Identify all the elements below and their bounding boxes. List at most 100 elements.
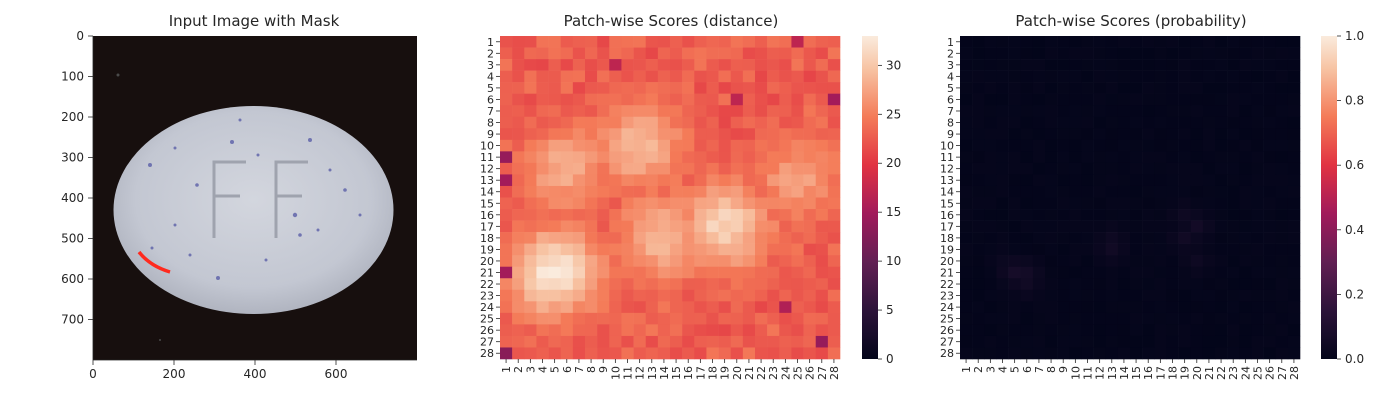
heatmap-cell (657, 185, 671, 198)
heatmap-cell (1215, 312, 1228, 325)
heatmap-cell (585, 209, 598, 221)
heatmap-cell (621, 335, 634, 348)
heatmap-cell (1275, 162, 1289, 175)
heatmap-cell (996, 220, 1009, 233)
heatmap-cell (560, 197, 574, 210)
heatmap-cell (1008, 278, 1022, 291)
heatmap-cell (1105, 232, 1119, 244)
heatmap-cell (984, 335, 997, 348)
heatmap-cell (779, 209, 792, 221)
heatmap-cell (1093, 278, 1107, 291)
heatmap-cell (1105, 197, 1119, 210)
heatmap-cell (1057, 185, 1070, 198)
col-tick-label: 7 (573, 366, 586, 373)
heatmap-cell (512, 255, 525, 268)
heatmap-cell (706, 162, 719, 175)
heatmap-cell (645, 243, 659, 256)
row-tick-label: 23 (940, 290, 954, 303)
heatmap-cell (791, 347, 804, 360)
heatmap-cell (657, 335, 671, 348)
heatmap-cell (791, 312, 804, 325)
panel1-x-tick-label: 0 (89, 367, 97, 381)
heatmap-cell (1215, 197, 1228, 210)
heatmap-cell (536, 266, 549, 279)
heatmap-cell (755, 289, 768, 302)
heatmap-cell (1166, 162, 1179, 175)
heatmap-cell (755, 312, 768, 325)
heatmap-cell (1069, 243, 1082, 256)
heatmap-cell (984, 128, 997, 141)
heatmap-cell (972, 116, 985, 129)
heatmap-cell (1008, 151, 1022, 164)
col-tick-label: 4 (997, 366, 1010, 373)
heatmap-cell (1130, 266, 1143, 279)
heatmap-cell (718, 139, 732, 152)
heatmap-cell (1130, 301, 1143, 314)
heatmap-cell (1117, 47, 1131, 60)
heatmap-cell (633, 278, 647, 291)
heatmap-cell (621, 93, 634, 106)
heatmap-cell (560, 289, 574, 302)
heatmap-cell (512, 266, 525, 279)
heatmap-cell (633, 312, 647, 325)
heatmap-cell (960, 174, 973, 187)
heatmap-cell (827, 324, 841, 337)
heatmap-cell (1263, 128, 1277, 141)
heatmap-cell (572, 105, 586, 118)
heatmap-cell (1190, 185, 1204, 198)
heatmap-cell (682, 116, 695, 129)
heatmap-cell (572, 162, 586, 175)
heatmap-cell (972, 324, 985, 337)
heatmap-cell (585, 335, 598, 348)
heatmap-cell (657, 59, 671, 71)
heatmap-cell (827, 59, 841, 71)
heatmap-cell (996, 324, 1009, 337)
heatmap-cell (972, 197, 985, 210)
colorbar-tick-label: 0.0 (1345, 352, 1364, 366)
heatmap-cell (645, 324, 659, 337)
heatmap-cell (1251, 139, 1264, 152)
heatmap-cell (657, 116, 671, 129)
panel1-y-tick-label: 100 (61, 70, 84, 84)
heatmap-cell (1020, 174, 1034, 187)
heatmap-cell (718, 278, 732, 291)
heatmap-cell (1142, 105, 1155, 118)
heatmap-cell (609, 105, 622, 118)
heatmap-cell (560, 347, 574, 360)
heatmap-cell (718, 116, 732, 129)
heatmap-cell (742, 243, 756, 256)
heatmap-cell (536, 197, 549, 210)
heatmap-cell (718, 301, 732, 314)
heatmap-cell (597, 185, 610, 198)
heatmap-cell (718, 93, 732, 106)
heatmap-cell (609, 36, 622, 48)
col-tick-label: 18 (1167, 366, 1180, 380)
heatmap-cell (1178, 185, 1192, 198)
heatmap-cell (512, 220, 525, 233)
heatmap-cell (803, 128, 817, 141)
heatmap-cell (1251, 82, 1264, 94)
heatmap-cell (984, 139, 997, 152)
heatmap-cell (706, 266, 719, 279)
heatmap-cell (1020, 139, 1034, 152)
heatmap-cell (706, 220, 719, 233)
heatmap-cell (609, 185, 622, 198)
heatmap-cell (706, 278, 719, 291)
heatmap-cell (1069, 128, 1082, 141)
heatmap-cell (500, 93, 513, 106)
heatmap-cell (1239, 209, 1252, 221)
heatmap-cell (1045, 255, 1058, 268)
heatmap-cell (1251, 289, 1264, 302)
heatmap-cell (1251, 197, 1264, 210)
row-tick-label: 17 (480, 220, 494, 233)
heatmap-cell (996, 174, 1009, 187)
heatmap-cell (960, 197, 973, 210)
heatmap-cell (1057, 289, 1070, 302)
heatmap-cell (755, 266, 768, 279)
heatmap-cell (730, 243, 744, 256)
heatmap-cell (706, 105, 719, 118)
heatmap-cell (597, 59, 610, 71)
heatmap-cell (1263, 289, 1277, 302)
heatmap-cell (645, 162, 659, 175)
